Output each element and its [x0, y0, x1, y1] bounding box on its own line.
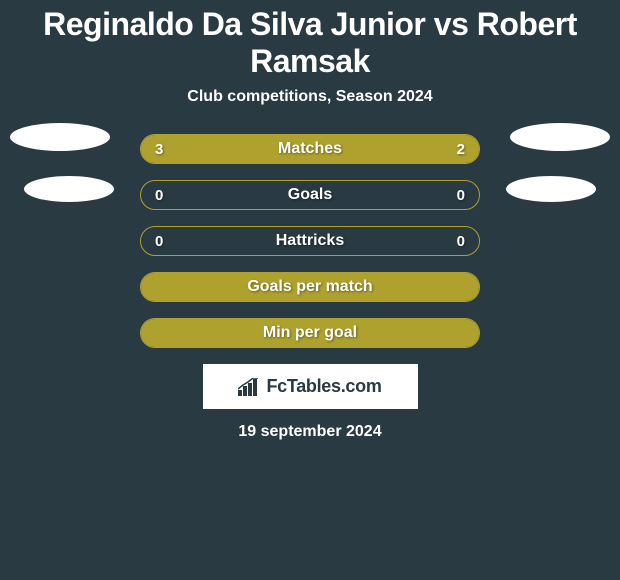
page-title: Reginaldo Da Silva Junior vs Robert Rams… — [0, 0, 620, 84]
stat-row: 00Goals — [140, 180, 480, 210]
subtitle: Club competitions, Season 2024 — [0, 88, 620, 106]
stat-label: Min per goal — [141, 324, 479, 342]
stat-label: Goals — [141, 186, 479, 204]
team-right-avatar — [506, 176, 596, 202]
stat-label: Hattricks — [141, 232, 479, 250]
stats-list: 32Matches 00Goals 00Hattricks Goals per mat… — [0, 134, 620, 348]
team-left-avatar — [24, 176, 114, 202]
date-line: 19 september 2024 — [0, 423, 620, 441]
stat-row: Min per goal — [140, 318, 480, 348]
player-right-avatar — [510, 123, 610, 151]
brand-badge[interactable]: FcTables.com — [203, 364, 418, 409]
stat-row: Goals per match — [140, 272, 480, 302]
chart-icon — [238, 378, 260, 396]
stat-label: Goals per match — [141, 278, 479, 296]
stat-row: 32Matches — [140, 134, 480, 164]
brand-text: FcTables.com — [266, 376, 381, 397]
stat-row: 00Hattricks — [140, 226, 480, 256]
player-left-avatar — [10, 123, 110, 151]
stat-label: Matches — [141, 140, 479, 158]
comparison-widget: Reginaldo Da Silva Junior vs Robert Rams… — [0, 0, 620, 441]
